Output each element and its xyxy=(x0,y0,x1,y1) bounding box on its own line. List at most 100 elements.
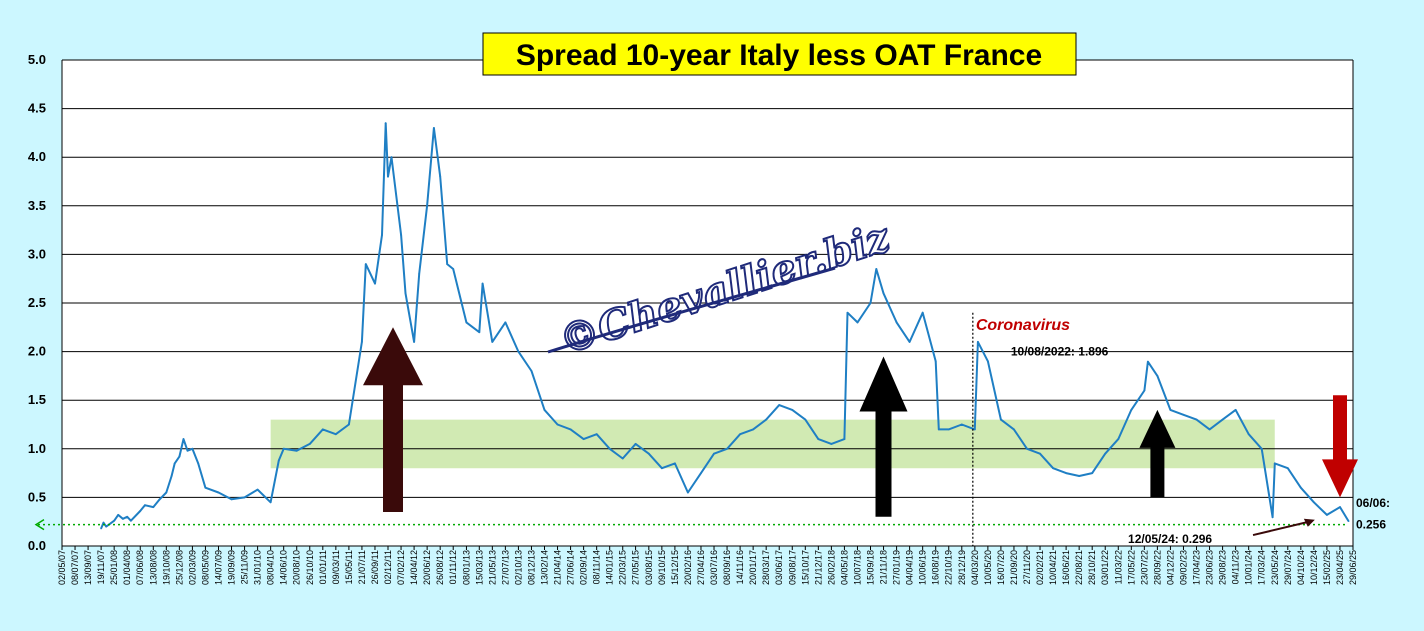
data-point xyxy=(1286,467,1289,470)
y-tick-label: 3.5 xyxy=(28,198,46,213)
chart-title-text: Spread 10-year Italy less OAT France xyxy=(516,39,1042,72)
data-point xyxy=(1195,418,1198,421)
x-tick-label: 02/02/21 xyxy=(1035,550,1045,585)
x-tick-label: 13/08/08 xyxy=(148,550,158,585)
data-point xyxy=(1247,433,1250,436)
x-tick-label: 17/04/23 xyxy=(1192,550,1202,585)
data-point xyxy=(1065,472,1068,474)
data-point xyxy=(1078,475,1081,477)
data-point xyxy=(374,282,376,285)
data-point xyxy=(569,428,572,431)
data-point xyxy=(986,360,989,363)
x-tick-label: 27/07/13 xyxy=(500,550,510,585)
data-point xyxy=(1039,452,1041,455)
data-point xyxy=(230,498,233,501)
up-arrow xyxy=(859,356,908,517)
data-point xyxy=(1169,409,1172,411)
x-tick-label: 21/05/13 xyxy=(487,550,497,585)
data-point xyxy=(634,443,637,445)
data-point xyxy=(700,472,702,474)
x-tick-label: 14/01/15 xyxy=(605,550,615,585)
x-tick-label: 07/06/08 xyxy=(135,550,145,585)
data-point xyxy=(973,428,976,431)
x-tick-label: 04/04/19 xyxy=(905,550,915,585)
y-tick-label: 4.5 xyxy=(28,101,46,116)
x-tick-label: 25/12/08 xyxy=(174,550,184,585)
data-point xyxy=(660,467,663,470)
x-tick-label: 10/12/24 xyxy=(1309,550,1319,585)
data-point xyxy=(439,175,442,178)
y-tick-label: 0.0 xyxy=(28,538,46,553)
data-point xyxy=(1208,428,1211,431)
data-point xyxy=(1339,506,1341,509)
x-tick-label: 26/08/12 xyxy=(435,550,445,585)
data-point xyxy=(934,360,937,363)
data-point xyxy=(426,204,429,207)
x-tick-label: 20/01/17 xyxy=(748,550,758,585)
x-tick-label: 29/07/24 xyxy=(1283,550,1293,585)
data-point xyxy=(937,428,940,431)
x-tick-label: 02/03/09 xyxy=(187,550,197,585)
data-point xyxy=(1326,513,1328,516)
data-point xyxy=(130,519,132,522)
range-band xyxy=(270,419,1275,469)
x-tick-label: 21/12/17 xyxy=(813,550,823,585)
x-tick-label: 22/10/19 xyxy=(944,550,954,585)
data-point xyxy=(869,302,872,304)
x-tick-label: 23/06/23 xyxy=(1205,550,1215,585)
data-point xyxy=(1299,486,1302,489)
data-point xyxy=(908,340,911,343)
data-point xyxy=(173,462,176,465)
x-tick-label: 28/09/22 xyxy=(1152,550,1162,585)
data-point xyxy=(1312,501,1315,504)
x-tick-label: 02/09/14 xyxy=(579,550,589,585)
data-point xyxy=(321,428,324,431)
data-point xyxy=(517,350,520,353)
x-tick-label: 16/06/21 xyxy=(1061,550,1071,585)
data-point xyxy=(139,510,142,512)
x-tick-label: 01/04/08 xyxy=(122,550,132,585)
data-point xyxy=(1273,462,1276,465)
data-point xyxy=(687,491,689,494)
data-point xyxy=(1221,418,1224,421)
data-point xyxy=(191,447,194,450)
data-point xyxy=(1260,447,1263,450)
data-point xyxy=(452,268,455,270)
data-point xyxy=(295,449,298,452)
data-point xyxy=(418,272,421,275)
data-point xyxy=(817,438,820,440)
data-point xyxy=(347,423,350,426)
x-tick-label: 29/08/23 xyxy=(1218,550,1228,585)
x-tick-label: 19/11/07 xyxy=(96,550,106,584)
data-point xyxy=(739,433,742,436)
x-tick-label: 16/07/20 xyxy=(996,550,1006,585)
x-tick-label: 08/05/09 xyxy=(200,550,210,585)
data-point xyxy=(269,501,272,504)
data-point xyxy=(921,311,924,314)
x-tick-label: 19/09/09 xyxy=(227,550,237,585)
data-point xyxy=(608,447,611,450)
x-tick-label: 11/03/22 xyxy=(1113,550,1123,584)
data-point xyxy=(791,409,794,411)
data-point xyxy=(400,234,402,236)
x-tick-label: 14/07/09 xyxy=(213,550,223,585)
data-point xyxy=(122,517,124,520)
data-point xyxy=(361,340,363,343)
low-label-arrowhead xyxy=(1303,518,1315,527)
low-label-arrow xyxy=(1252,520,1310,537)
x-tick-label: 09/02/23 xyxy=(1178,550,1188,585)
x-tick-label: 19/10/08 xyxy=(161,550,171,585)
x-tick-label: 23/07/22 xyxy=(1139,550,1149,585)
x-tick-label: 25/01/08 xyxy=(109,550,119,585)
data-point xyxy=(846,311,849,314)
data-point xyxy=(113,519,116,522)
data-point xyxy=(165,491,168,494)
data-point xyxy=(433,127,435,129)
data-point xyxy=(1130,409,1133,411)
x-tick-label: 29/06/25 xyxy=(1348,550,1358,585)
data-point xyxy=(256,488,259,491)
last-date-label: 06/06: xyxy=(1356,496,1390,510)
x-tick-label: 01/11/12 xyxy=(448,550,458,584)
data-point xyxy=(595,433,598,436)
x-tick-label: 03/01/22 xyxy=(1100,550,1110,585)
